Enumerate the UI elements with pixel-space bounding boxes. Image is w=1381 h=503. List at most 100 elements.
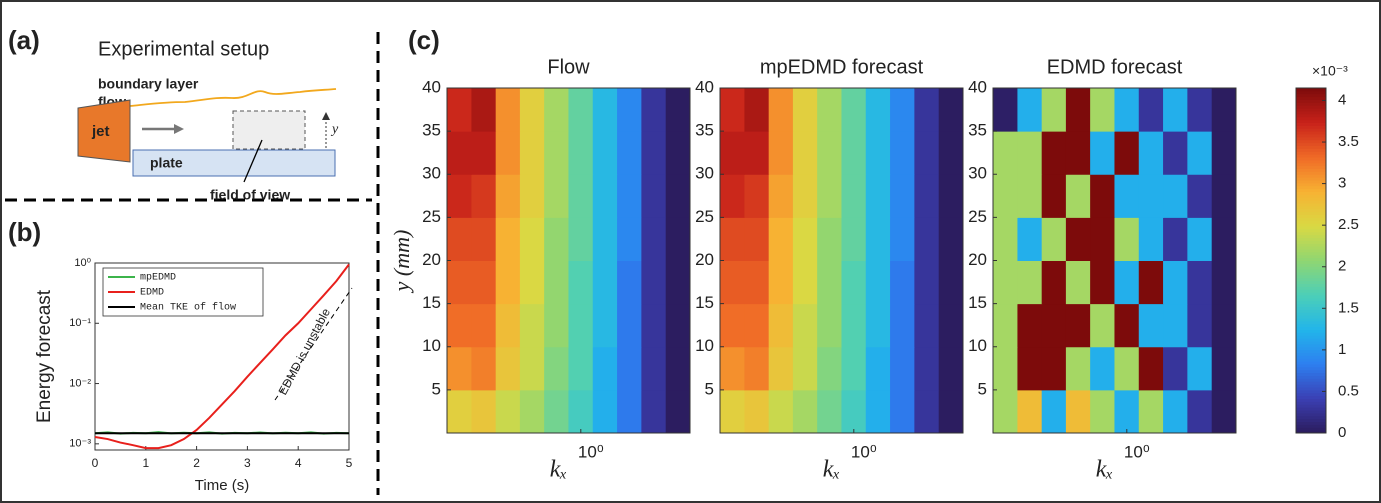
heatmap-cell	[495, 131, 521, 175]
colorbar-step	[1296, 387, 1326, 391]
y-axis-label: Energy forecast	[34, 289, 55, 423]
heatmap-cell	[544, 131, 569, 175]
heatmap-cell	[792, 131, 818, 175]
colorbar-step	[1296, 366, 1326, 371]
heatmap-cell	[665, 174, 691, 218]
panel-label: (b)	[8, 217, 41, 247]
heatmap-cell	[865, 389, 891, 434]
heatmap-cell	[1187, 260, 1213, 305]
heatmap-cell	[665, 260, 691, 305]
y-tick-label: 15	[695, 293, 714, 312]
heatmap-cell	[817, 260, 842, 305]
heatmap-cell	[1187, 174, 1213, 218]
heatmap-cell	[568, 174, 594, 218]
colorbar-step	[1296, 424, 1326, 428]
colorbar-step	[1296, 346, 1326, 351]
heatmap-cell	[817, 217, 842, 261]
heatmap-cell	[1065, 389, 1091, 434]
heatmap-cell	[993, 346, 1018, 391]
colorbar-step	[1296, 228, 1326, 233]
heatmap-cell	[447, 389, 472, 434]
colorbar-step	[1296, 263, 1326, 267]
colorbar-step	[1296, 182, 1326, 187]
x-tick-label: 4	[295, 456, 302, 470]
colorbar-step	[1296, 289, 1326, 293]
heatmap-cell	[817, 389, 842, 434]
colorbar-tick-label: 3.5	[1338, 133, 1359, 150]
colorbar-tick-label: 2.5	[1338, 216, 1359, 233]
heatmap-cell	[471, 217, 497, 261]
x-tick-label: 5	[346, 456, 353, 470]
heatmap-cell	[914, 260, 940, 305]
colorbar-step	[1296, 329, 1326, 333]
y-tick-label: 30	[695, 164, 714, 183]
colorbar-step	[1296, 320, 1326, 325]
heatmap-cell	[471, 260, 497, 305]
heatmap-cell	[1065, 217, 1091, 261]
heatmap-cell	[890, 260, 915, 305]
heatmap-cell	[720, 389, 745, 434]
colorbar-step	[1296, 234, 1326, 238]
heatmap-cell	[1017, 217, 1043, 261]
colorbar-step	[1296, 125, 1326, 129]
heatmap-cell	[1065, 131, 1091, 175]
heatmap-cell	[841, 217, 867, 261]
heatmap-cell	[617, 174, 642, 218]
x-tick-label: 10⁰	[578, 442, 604, 461]
heatmap-cell	[817, 88, 842, 132]
heatmap-cell	[1065, 303, 1091, 348]
heatmap-cell	[720, 88, 745, 132]
heatmap-cell	[1017, 346, 1043, 391]
heatmap-cell	[841, 88, 867, 132]
y-tick-label: 20	[968, 250, 987, 269]
colorbar-step	[1296, 188, 1326, 192]
colorbar-step	[1296, 332, 1326, 336]
heatmap-cell	[792, 303, 818, 348]
colorbar-step	[1296, 375, 1326, 379]
heatmap-cell	[568, 260, 594, 305]
colorbar-step	[1296, 108, 1326, 112]
heatmap-cell	[471, 174, 497, 218]
heatmap-cell	[665, 88, 691, 132]
heatmap-cell	[792, 389, 818, 434]
colorbar-step	[1296, 171, 1326, 175]
heatmap-cell	[641, 174, 667, 218]
colorbar-step	[1296, 318, 1326, 322]
colorbar-step	[1296, 389, 1326, 394]
heatmap-cell	[792, 346, 818, 391]
heatmap-cell	[1163, 174, 1188, 218]
y-tick-label: 35	[695, 121, 714, 140]
heatmap-cell	[495, 260, 521, 305]
colorbar-step	[1296, 165, 1326, 169]
colorbar-step	[1296, 251, 1326, 256]
colorbar-step	[1296, 274, 1326, 279]
colorbar-step	[1296, 194, 1326, 198]
heatmap-cell	[768, 131, 794, 175]
heatmap-cell	[1041, 88, 1067, 132]
colorbar-frame	[1295, 87, 1327, 434]
heatmap-cell	[1138, 174, 1164, 218]
heatmap-cell	[768, 346, 794, 391]
colorbar-step	[1296, 105, 1326, 109]
colorbar-step	[1296, 407, 1326, 411]
colorbar-step	[1296, 243, 1326, 247]
colorbar-step	[1296, 246, 1326, 250]
heatmap-cell	[1017, 303, 1043, 348]
colorbar-tick-label: 0.5	[1338, 382, 1359, 399]
heatmap-cell	[865, 303, 891, 348]
heatmap-cell	[1017, 389, 1043, 434]
panel-label: (c)	[408, 25, 440, 55]
colorbar-step	[1296, 315, 1326, 319]
field-label: field of view	[210, 187, 290, 203]
heatmap-cell	[720, 131, 745, 175]
heatmap-cell	[768, 389, 794, 434]
colorbar-step	[1296, 392, 1326, 397]
heatmap-cell	[720, 346, 745, 391]
heatmap-cell	[1138, 303, 1164, 348]
heatmap-cell	[1211, 389, 1237, 434]
colorbar-step	[1296, 214, 1326, 218]
heatmap-cell	[865, 260, 891, 305]
heatmap-cell	[592, 389, 618, 434]
y-tick-label: 30	[422, 164, 441, 183]
heatmap-cell	[914, 346, 940, 391]
